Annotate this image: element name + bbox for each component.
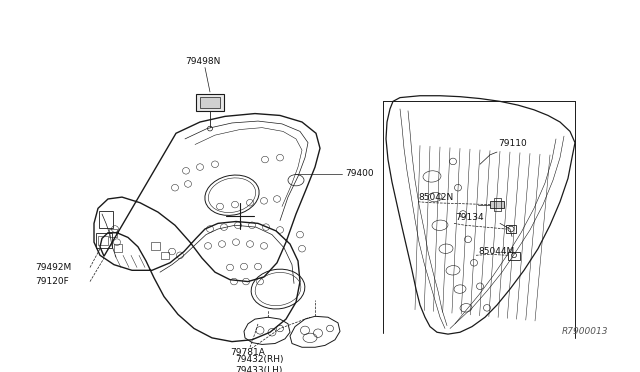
Text: 79433(LH): 79433(LH) [235, 366, 282, 372]
Bar [506, 225, 516, 233]
Bar [98, 235, 108, 245]
Text: 79134: 79134 [455, 213, 484, 222]
Bar [508, 251, 520, 260]
Bar [150, 242, 159, 250]
Text: 79432(RH): 79432(RH) [235, 355, 284, 364]
Text: 85042N: 85042N [418, 193, 453, 202]
Bar [490, 201, 504, 208]
Bar [114, 244, 122, 251]
Text: 79781A: 79781A [230, 348, 265, 357]
Bar [200, 97, 220, 108]
Text: 79120F: 79120F [35, 277, 68, 286]
Bar [493, 198, 500, 211]
Text: R7900013: R7900013 [561, 327, 608, 336]
Text: 85044M: 85044M [478, 247, 515, 256]
Bar [96, 233, 112, 248]
Bar [99, 211, 113, 228]
Text: 79400: 79400 [345, 169, 374, 178]
Bar [161, 251, 169, 259]
Bar [196, 94, 224, 111]
Text: 79110: 79110 [498, 139, 527, 148]
Bar [109, 228, 117, 237]
Text: 79498N: 79498N [185, 57, 220, 66]
Text: 79492M: 79492M [35, 263, 71, 272]
